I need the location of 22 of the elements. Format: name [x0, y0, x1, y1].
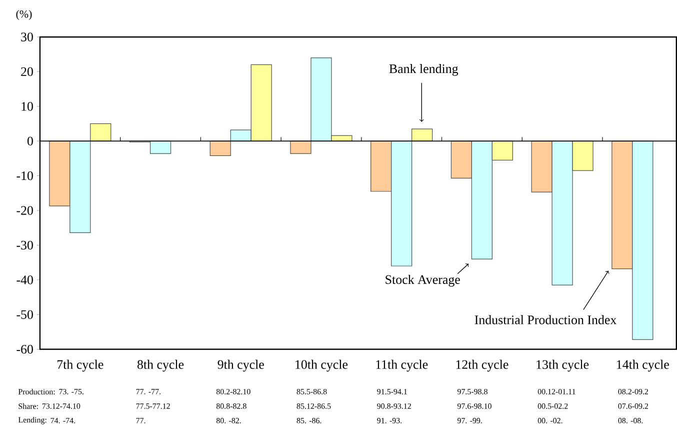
text: Industrial Production Index [474, 315, 617, 324]
text: Bank lending [389, 64, 458, 76]
x-tick-label: 12th cycle [456, 360, 508, 372]
x-tick-label: 11th cycle [376, 360, 428, 372]
x-tick-label: 8th cycle [137, 360, 184, 372]
series-label: Stock Average [386, 275, 460, 287]
y-tick-label: 20 [21, 67, 33, 76]
y-tick-label: 0 [27, 136, 33, 146]
y-tick-label: 10 [22, 102, 33, 111]
y-tick-label: -50 [16, 310, 33, 320]
x-tick-label: 14th cycle [617, 360, 669, 372]
y-tick-label: 30 [21, 32, 33, 42]
x-tick-label: 10th cycle [296, 360, 348, 372]
y-tick-label: -30 [16, 241, 33, 250]
x-tick-label: 7th cycle [57, 360, 104, 372]
y-axis-title: (%) [16, 10, 32, 20]
y-tick-label: -60 [16, 345, 33, 354]
x-tick-label: 9th cycle [218, 360, 264, 372]
x-tick-label: 13th cycle [536, 360, 589, 372]
y-tick-label: -20 [16, 206, 33, 216]
y-tick-label: -40 [16, 276, 33, 284]
y-tick-label: -10 [16, 172, 33, 180]
